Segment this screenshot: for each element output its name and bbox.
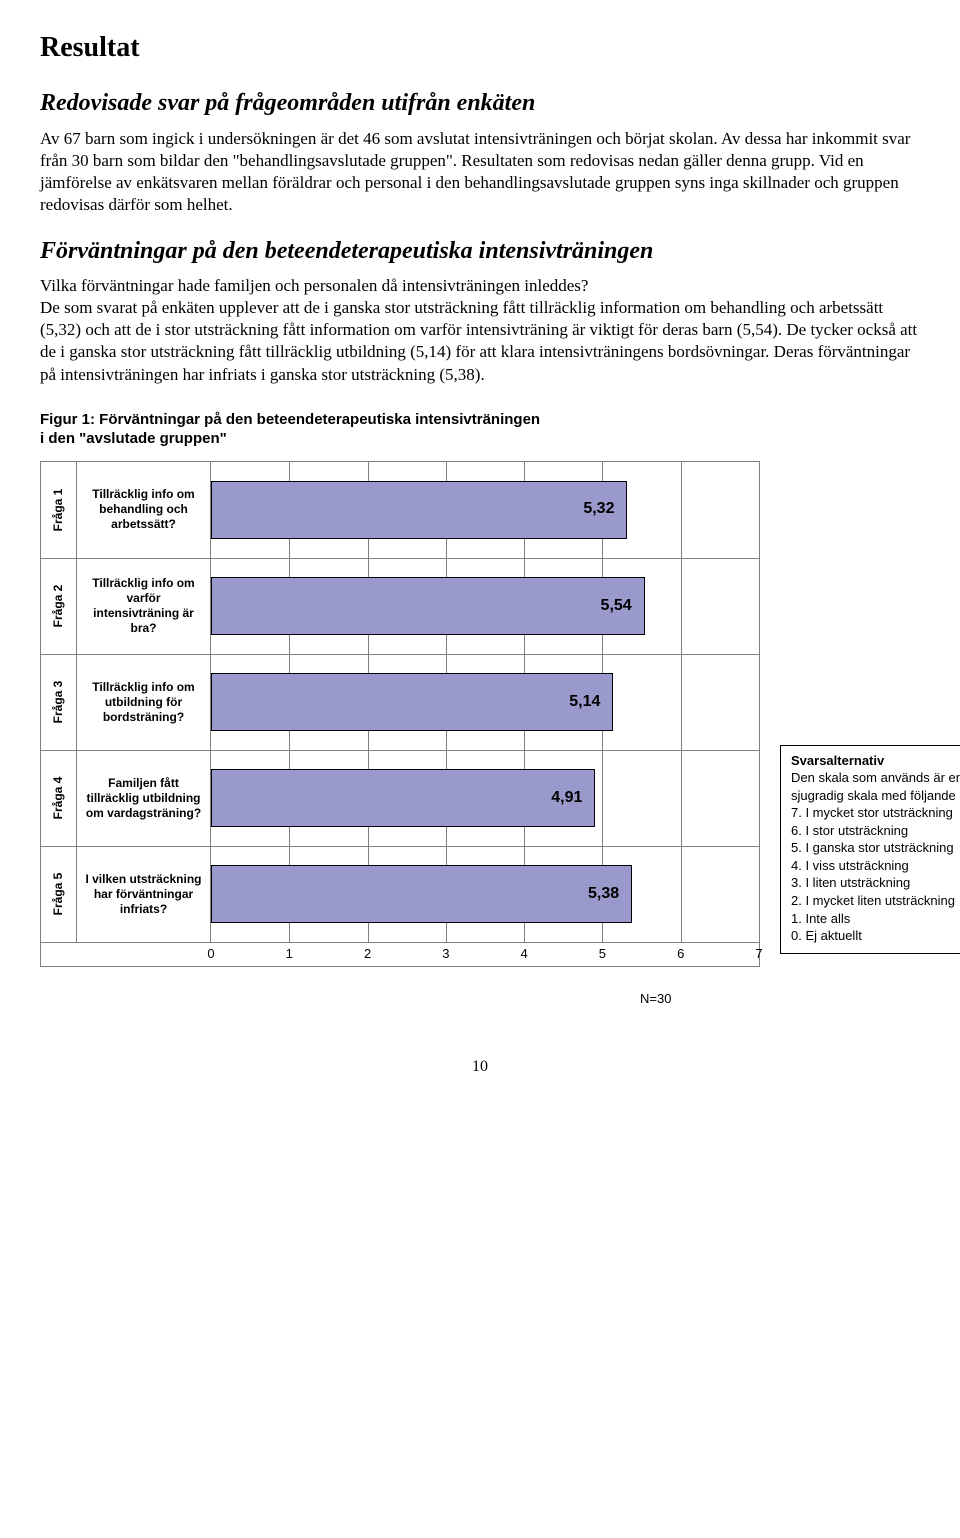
- figure-1: Fråga 1 Tillräcklig info om behandling oc…: [40, 461, 920, 1021]
- figure-caption: Figur 1: Förväntningar på den beteendete…: [40, 410, 920, 449]
- bar: 5,54: [211, 577, 645, 635]
- row-category-label: Fråga 4: [51, 777, 67, 820]
- x-tick-label: 0: [207, 946, 214, 963]
- x-tick-label: 6: [677, 946, 684, 963]
- x-tick-label: 1: [286, 946, 293, 963]
- legend-item: 4. I viss utsträckning: [791, 857, 960, 875]
- x-tick-label: 5: [599, 946, 606, 963]
- row-question-label: Familjen fått tillräcklig utbildning om …: [77, 751, 211, 846]
- legend-item: 6. I stor utsträckning: [791, 822, 960, 840]
- paragraph-intro: Av 67 barn som ingick i undersökningen ä…: [40, 128, 920, 216]
- legend-item: 2. I mycket liten utsträckning: [791, 892, 960, 910]
- paragraph-forvantningar: Vilka förväntningar hade familjen och pe…: [40, 275, 920, 385]
- chart-row: Fråga 3 Tillräcklig info om utbildning fö…: [41, 654, 759, 750]
- bar-value-label: 5,38: [588, 884, 631, 905]
- legend-item: 1. Inte alls: [791, 910, 960, 928]
- x-axis: 01234567: [211, 943, 759, 966]
- page-number: 10: [40, 1057, 920, 1078]
- legend-item: 7. I mycket stor utsträckning: [791, 804, 960, 822]
- bar: 5,38: [211, 865, 632, 923]
- chart-row: Fråga 5 I vilken utsträckning har förvänt…: [41, 846, 759, 942]
- row-category-label: Fråga 2: [51, 585, 67, 628]
- legend-item: 0. Ej aktuellt: [791, 927, 960, 945]
- chart-plot-area: Fråga 1 Tillräcklig info om behandling oc…: [40, 461, 760, 967]
- bar-value-label: 5,14: [569, 692, 612, 713]
- x-tick-label: 2: [364, 946, 371, 963]
- row-category-label: Fråga 3: [51, 681, 67, 724]
- legend-title: Svarsalternativ: [791, 752, 960, 770]
- bar: 5,32: [211, 481, 627, 539]
- row-category-label: Fråga 1: [51, 488, 67, 531]
- row-question-label: Tillräcklig info om utbildning för bords…: [77, 655, 211, 750]
- bar-value-label: 4,91: [551, 788, 594, 809]
- row-question-label: Tillräcklig info om varför intensivträni…: [77, 559, 211, 654]
- x-tick-label: 7: [755, 946, 762, 963]
- chart-row: Fråga 1 Tillräcklig info om behandling oc…: [41, 462, 759, 558]
- sample-size-label: N=30: [640, 991, 671, 1008]
- row-question-label: I vilken utsträckning har förväntningar …: [77, 847, 211, 942]
- bar: 4,91: [211, 769, 595, 827]
- row-question-label: Tillräcklig info om behandling och arbet…: [77, 462, 211, 558]
- legend-item: 3. I liten utsträckning: [791, 874, 960, 892]
- section-heading-forvantningar: Förväntningar på den beteendeterapeutisk…: [40, 236, 920, 267]
- chart-container: Fråga 1 Tillräcklig info om behandling oc…: [40, 461, 760, 1021]
- chart-row: Fråga 4 Familjen fått tillräcklig utbildn…: [41, 750, 759, 846]
- x-tick-label: 3: [442, 946, 449, 963]
- bar: 5,14: [211, 673, 613, 731]
- chart-row: Fråga 2 Tillräcklig info om varför intens…: [41, 558, 759, 654]
- row-category-label: Fråga 5: [51, 873, 67, 916]
- x-tick-label: 4: [521, 946, 528, 963]
- scale-legend: Svarsalternativ Den skala som används är…: [780, 745, 960, 954]
- section-heading-redovisade: Redovisade svar på frågeområden utifrån …: [40, 88, 920, 119]
- legend-item: 5. I ganska stor utsträckning: [791, 839, 960, 857]
- page-title: Resultat: [40, 30, 920, 66]
- bar-value-label: 5,32: [583, 499, 626, 520]
- bar-value-label: 5,54: [601, 596, 644, 617]
- legend-intro: Den skala som används är en sjugradig sk…: [791, 769, 960, 804]
